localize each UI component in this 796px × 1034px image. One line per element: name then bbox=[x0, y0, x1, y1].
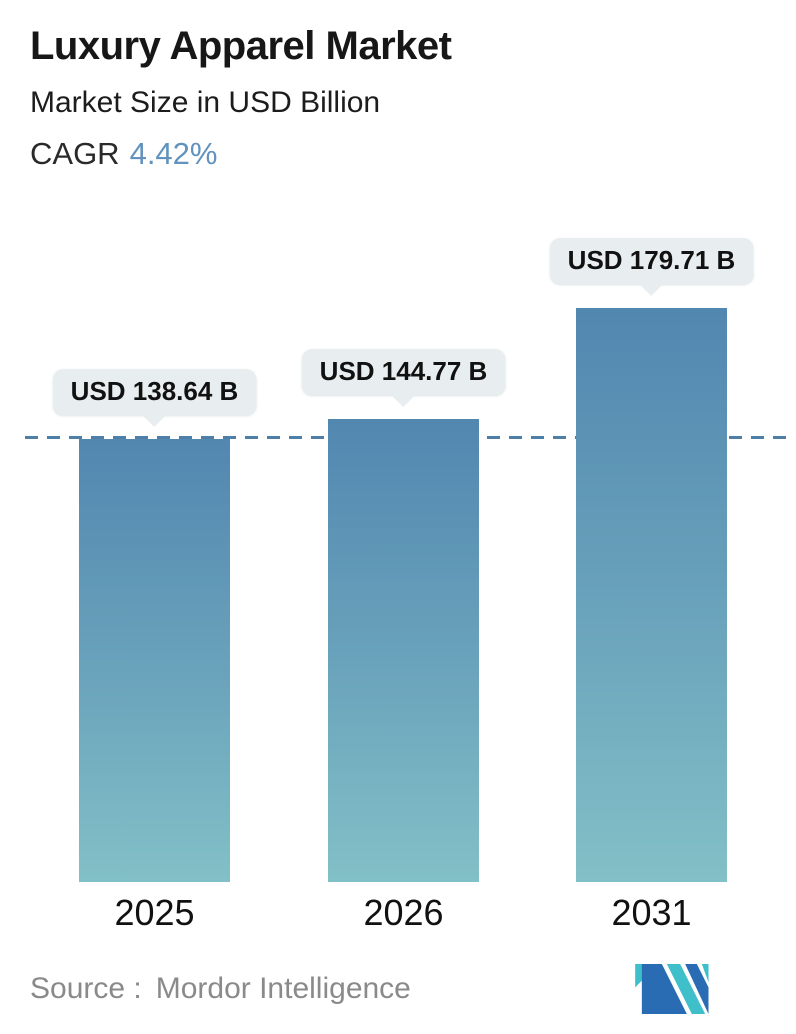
cagr-value: 4.42% bbox=[129, 136, 218, 171]
x-axis-label-2031: 2031 bbox=[611, 892, 692, 933]
x-axis-label-2026: 2026 bbox=[363, 892, 444, 933]
value-label: USD 179.71 B bbox=[567, 245, 736, 275]
value-label-bubble: USD 144.77 B bbox=[301, 349, 506, 395]
mordor-intelligence-logo bbox=[635, 964, 709, 1014]
value-label: USD 144.77 B bbox=[319, 356, 488, 386]
source-attribution: Source : Mordor Intelligence bbox=[30, 972, 411, 1006]
source-value: Mordor Intelligence bbox=[155, 972, 411, 1005]
bar-group-2031: USD 179.71 B 2031 bbox=[549, 0, 754, 933]
bar-2025 bbox=[79, 439, 230, 882]
cagr-label: CAGR bbox=[30, 136, 120, 171]
bar-group-2025: USD 138.64 B 2025 bbox=[52, 0, 257, 933]
value-label-bubble: USD 138.64 B bbox=[52, 369, 257, 415]
chart-subtitle: Market Size in USD Billion bbox=[30, 86, 381, 119]
plot-area: USD 138.64 B 2025 USD 144.77 B 2026 USD … bbox=[0, 0, 796, 882]
cagr-line: CAGR 4.42% bbox=[30, 136, 217, 172]
value-label-bubble: USD 179.71 B bbox=[549, 238, 754, 284]
bar-2026 bbox=[328, 419, 479, 882]
x-axis-label-2025: 2025 bbox=[114, 892, 195, 933]
bar-2031 bbox=[576, 308, 727, 882]
source-label: Source : bbox=[30, 972, 142, 1005]
value-label: USD 138.64 B bbox=[70, 376, 239, 406]
chart-title: Luxury Apparel Market bbox=[30, 24, 452, 68]
bar-group-2026: USD 144.77 B 2026 bbox=[301, 0, 506, 933]
